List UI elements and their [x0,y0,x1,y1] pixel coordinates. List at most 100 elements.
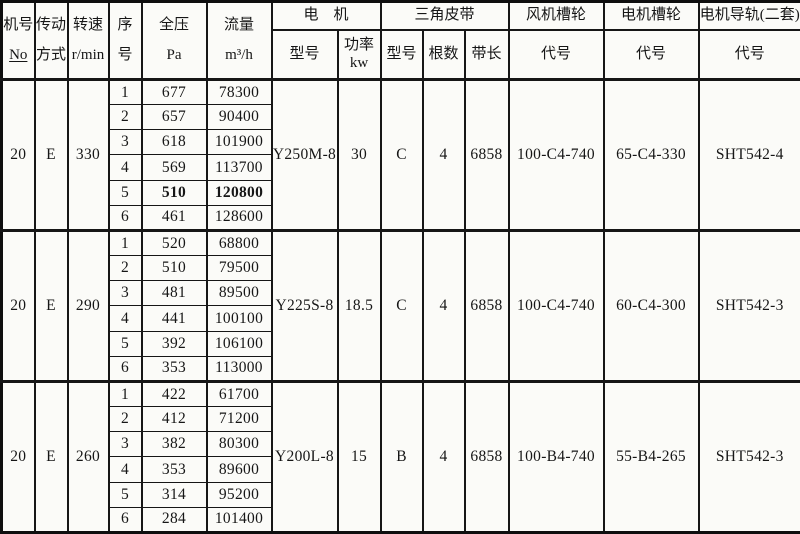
motor-power-cell: 15 [336,379,382,534]
pressure-cell: 569 [140,154,208,181]
pressure-cell: 353 [140,456,208,483]
table-row: 2 657 90400 [2,104,800,131]
pressure-cell: 618 [140,129,208,156]
pressure-cell: 441 [140,305,208,332]
seq-cell: 1 [107,77,143,106]
flow-cell: 80300 [205,431,273,458]
pressure-cell: 481 [140,280,208,307]
speed-cell: 330 [66,78,110,231]
seq-cell: 3 [107,129,143,156]
rail-code-cell: SHT542-3 [697,379,800,534]
table-row: 4 441 100100 [2,305,800,332]
seq-cell: 2 [107,104,143,131]
table-row: 5 392 106100 [2,330,800,357]
machine-no-cell: 20 [0,228,36,382]
fan-pulley-code-cell: 100-B4-740 [507,379,605,534]
machine-no-cell: 20 [0,78,36,231]
pressure-cell: 382 [140,431,208,458]
header-belt-model: 型号 [379,28,424,81]
header-speed-line2: r/min [71,47,105,63]
header-motor-power-line2: kw [349,54,369,71]
pressure-cell: 520 [140,228,208,257]
pressure-cell: 392 [140,330,208,357]
motor-model-cell: Y200L-8 [270,379,339,534]
table-row: 20 E 330 1 677 78300 Y250M-8 30 C 4 6858… [0,77,800,231]
flow-cell: 78300 [205,77,273,106]
header-motor-model: 型号 [270,28,339,81]
header-machine-no-en: No [9,47,28,63]
header-flow-line2: m³/h [225,47,253,63]
flow-cell: 71200 [205,406,273,433]
table-row: 5 510 120800 [2,179,800,206]
belt-count-cell: 4 [421,78,466,231]
seq-cell: 5 [107,330,143,357]
flow-cell: 101400 [205,506,273,534]
seq-cell: 6 [107,506,143,534]
pressure-cell: 677 [140,77,208,106]
table-row: 3 618 101900 [2,129,800,156]
header-seq-line1: 序 [117,16,133,33]
pressure-cell: 412 [140,406,208,433]
speed-cell: 290 [66,228,110,382]
header-flow-line1: 流量 [223,16,254,33]
flow-cell: 89600 [205,456,273,483]
header-drive: 传动 方式 [33,0,69,81]
header-pressure: 全压 Pa [140,0,208,81]
flow-cell: 90400 [205,104,273,131]
seq-cell: 6 [107,355,143,382]
table-row: 3 481 89500 [2,280,800,307]
flow-cell: 61700 [205,379,273,408]
seq-cell: 2 [107,406,143,433]
flow-cell: 106100 [205,330,273,357]
header-fan-pulley-code: 代号 [507,28,605,81]
header-drive-line2: 方式 [35,47,66,63]
header-machine-no: 机号 No [0,0,36,81]
flow-cell: 128600 [205,204,273,231]
pressure-cell: 657 [140,104,208,131]
fan-pulley-code-cell: 100-C4-740 [507,228,605,382]
seq-cell: 6 [107,204,143,231]
header-belt-group: 三角皮带 [379,0,510,31]
flow-cell: 113000 [205,355,273,382]
drive-cell: E [33,379,69,534]
flow-cell: 89500 [205,280,273,307]
rail-code-cell: SHT542-4 [697,78,800,231]
table-row: 4 353 89600 [2,456,800,483]
header-rail-group: 电机导轨(二套) [697,0,800,31]
table-row: 20 E 260 1 422 61700 Y200L-8 15 B 4 6858… [0,379,800,534]
belt-model-cell: C [379,228,424,382]
seq-cell: 4 [107,154,143,181]
machine-no-cell: 20 [0,379,36,534]
belt-model-cell: C [379,78,424,231]
motor-power-cell: 30 [336,78,382,231]
header-seq: 序 号 [107,0,143,81]
header-pressure-line1: 全压 [158,16,189,33]
seq-cell: 2 [107,255,143,282]
seq-cell: 1 [107,379,143,408]
fan-pulley-code-cell: 100-C4-740 [507,78,605,231]
drive-cell: E [33,228,69,382]
flow-cell: 113700 [205,154,273,181]
header-pressure-line2: Pa [166,47,182,63]
motor-model-cell: Y250M-8 [270,78,339,231]
pressure-cell: 461 [140,204,208,231]
rail-code-cell: SHT542-3 [697,228,800,382]
header-flow: 流量 m³/h [205,0,273,81]
belt-length-cell: 6858 [463,379,510,534]
motor-pulley-code-cell: 60-C4-300 [602,228,700,382]
seq-cell: 5 [107,481,143,508]
table-row: 2 412 71200 [2,406,800,433]
belt-model-cell: B [379,379,424,534]
header-belt-length: 带长 [463,28,510,81]
belt-length-cell: 6858 [463,78,510,231]
header-motor-pulley-group: 电机槽轮 [602,0,700,31]
seq-cell: 3 [107,431,143,458]
header-motor-power: 功率 kw [336,28,382,81]
seq-cell: 4 [107,456,143,483]
seq-cell: 4 [107,305,143,332]
motor-pulley-code-cell: 65-C4-330 [602,78,700,231]
table-row: 5 314 95200 [2,481,800,508]
belt-count-cell: 4 [421,379,466,534]
motor-pulley-code-cell: 55-B4-265 [602,379,700,534]
